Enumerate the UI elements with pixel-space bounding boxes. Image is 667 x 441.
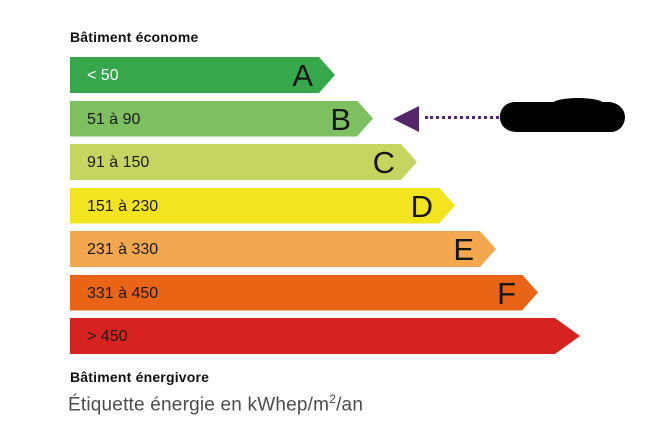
bar-range-label: 331 à 450: [87, 284, 159, 302]
energy-bar-row: 151 à 230 D: [70, 188, 650, 224]
bar-range-label: 231 à 330: [87, 241, 159, 258]
bar-range-label: 151 à 230: [87, 197, 159, 215]
bar-range-label: 51 à 90: [87, 110, 141, 128]
energy-bar-row: > 450: [70, 318, 650, 354]
bar-range-label: > 450: [87, 328, 128, 345]
label-building-economical: Bâtiment économe: [70, 29, 199, 45]
bar-class-letter: D: [410, 188, 433, 224]
energy-bar-a: < 50 A: [70, 57, 335, 93]
caption-superscript: 2: [329, 392, 337, 406]
class-indicator-arrow-icon: [393, 106, 419, 132]
bar-class-letter: A: [292, 58, 313, 93]
energy-bar-e: 231 à 330 E: [70, 231, 496, 267]
energy-bar-f: 331 à 450 F: [70, 275, 538, 311]
bar-class-letter: C: [372, 145, 395, 180]
bar-class-letter: B: [330, 101, 351, 137]
energy-bar-row: 331 à 450 F: [70, 275, 650, 311]
caption-energy-label-unit: Étiquette énergie en kWhep/m2/an: [68, 392, 363, 416]
dotted-connector-line: [425, 116, 499, 119]
redacted-value-scribble: [500, 98, 625, 132]
energy-bar-c: 91 à 150 C: [70, 144, 417, 180]
caption-main: Étiquette énergie en kWhep/m: [68, 394, 330, 416]
bar-range-label: 91 à 150: [87, 154, 150, 171]
bar-range-label: < 50: [87, 67, 119, 84]
label-building-energy-hungry: Bâtiment énergivore: [70, 369, 210, 385]
energy-bar-b: 51 à 90 B: [70, 101, 373, 137]
energy-bar-row: 231 à 330 E: [70, 231, 650, 267]
bar-class-letter: F: [497, 275, 516, 311]
energy-bar-g: > 450: [70, 318, 580, 354]
caption-tail: /an: [336, 394, 364, 416]
energy-bar-row: 91 à 150 C: [70, 144, 650, 180]
energy-bar-row: < 50 A: [70, 57, 650, 93]
bar-class-letter: E: [453, 232, 474, 267]
energy-bar-d: 151 à 230 D: [70, 188, 455, 224]
energy-bars: < 50 A 51 à 90 B 91 à 150 C 151 à 230 D: [70, 57, 650, 362]
energy-bar-row: 51 à 90 B: [70, 101, 650, 137]
